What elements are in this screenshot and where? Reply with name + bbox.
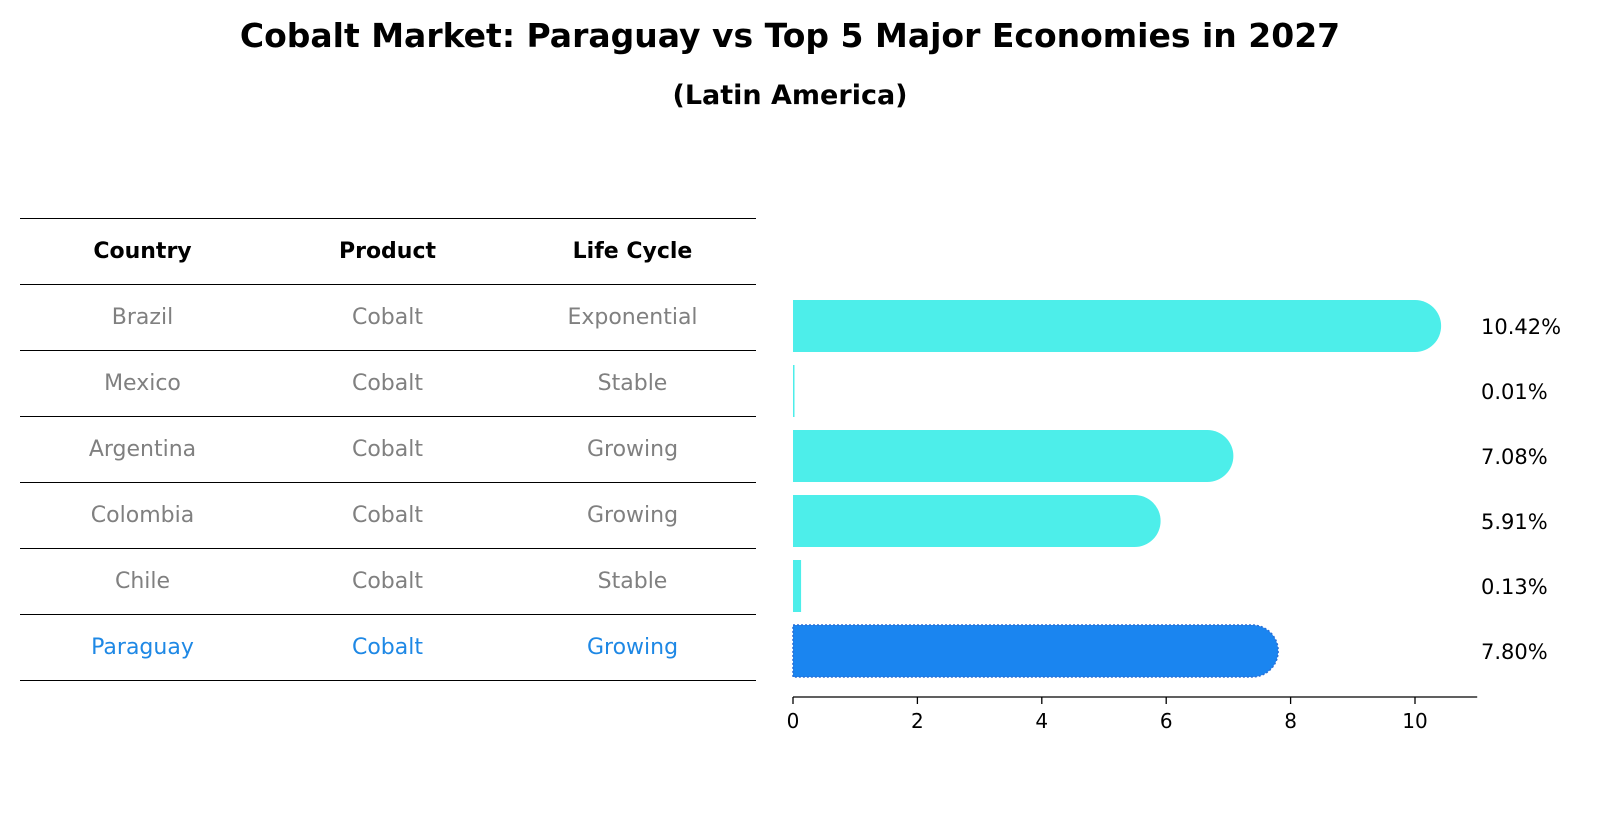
cell-country: Argentina — [88, 437, 197, 462]
bar — [793, 495, 1161, 547]
cell-life-cycle: Growing — [586, 503, 679, 528]
cell-product: Cobalt — [351, 503, 423, 528]
chart-subtitle: (Latin America) — [672, 80, 908, 111]
cell-life-cycle: Growing — [586, 635, 679, 660]
header-country: Country — [93, 239, 192, 264]
cell-country: Colombia — [90, 503, 195, 528]
cell-product: Cobalt — [351, 305, 423, 330]
header-product: Product — [338, 239, 437, 264]
table-row: Colombia Cobalt Growing — [20, 482, 756, 548]
cell-country: Chile — [114, 569, 171, 594]
header-life-cycle: Life Cycle — [572, 239, 693, 264]
bar-highlight — [792, 624, 1279, 678]
value-label: 0.01% — [1481, 380, 1548, 404]
cell-product: Cobalt — [351, 371, 423, 396]
table-header-row: Country Product Life Cycle — [20, 218, 756, 284]
cell-country: Paraguay — [91, 635, 194, 660]
cell-life-cycle: Growing — [586, 437, 679, 462]
chart-title: Cobalt Market: Paraguay vs Top 5 Major E… — [239, 16, 1341, 55]
cell-product: Cobalt — [351, 569, 423, 594]
cell-life-cycle: Stable — [597, 569, 668, 594]
table-row: Argentina Cobalt Growing — [20, 416, 756, 482]
x-tick-label: 10 — [1402, 709, 1427, 733]
cell-product: Cobalt — [351, 437, 423, 462]
table-row: Chile Cobalt Stable — [20, 548, 756, 614]
value-label: 10.42% — [1481, 315, 1561, 339]
table-row-highlight: Paraguay Cobalt Growing — [20, 614, 756, 681]
cell-life-cycle: Exponential — [567, 305, 698, 330]
cell-country: Brazil — [111, 305, 174, 330]
x-tick-label: 8 — [1284, 709, 1297, 733]
x-tick-label: 4 — [1035, 709, 1048, 733]
table-row: Mexico Cobalt Stable — [20, 350, 756, 416]
x-tick-label: 6 — [1160, 709, 1173, 733]
cell-life-cycle: Stable — [597, 371, 668, 396]
value-label: 7.08% — [1481, 445, 1548, 469]
cell-product: Cobalt — [351, 635, 423, 660]
bar — [793, 300, 1442, 352]
bar — [793, 430, 1234, 482]
x-tick-label: 2 — [911, 709, 924, 733]
value-label: 7.80% — [1481, 640, 1548, 664]
value-label: 5.91% — [1481, 510, 1548, 534]
bar — [793, 560, 802, 612]
x-tick-label: 0 — [787, 709, 800, 733]
value-label: 0.13% — [1481, 575, 1548, 599]
table-row: Brazil Cobalt Exponential — [20, 284, 756, 350]
bar — [793, 365, 795, 417]
cell-country: Mexico — [104, 371, 181, 396]
data-table: Country Product Life Cycle Brazil Cobalt… — [20, 218, 756, 681]
